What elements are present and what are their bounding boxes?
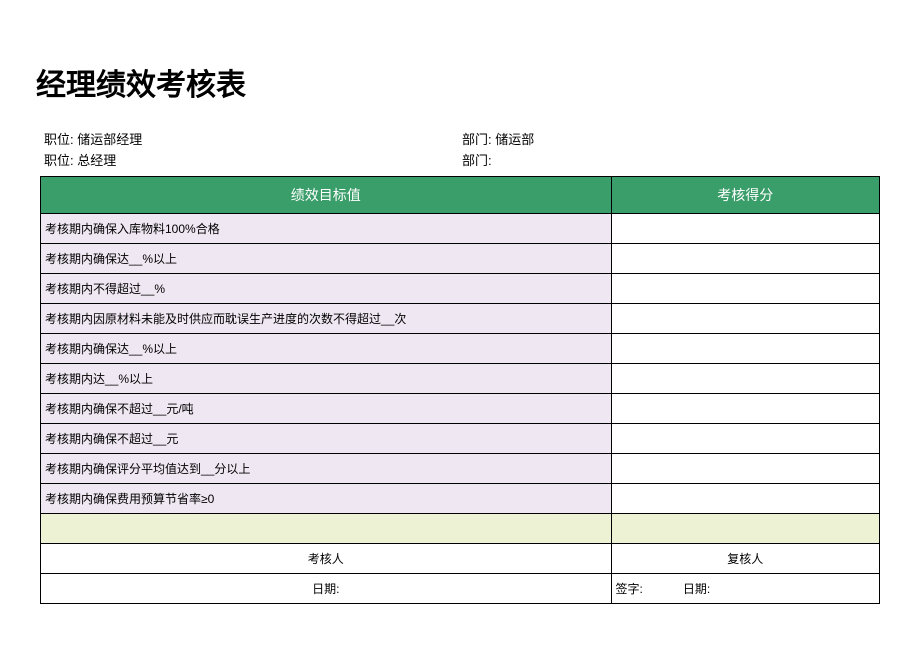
cell-score [611, 423, 879, 453]
table-row: 考核期内不得超过__% [41, 273, 880, 303]
info-dept-2: 部门: [462, 151, 880, 172]
cell-score [611, 243, 879, 273]
footer-row-2: 日期:签字: 日期: [41, 573, 880, 603]
total-target [41, 513, 612, 543]
table-row: 考核期内达__%以上 [41, 363, 880, 393]
cell-target: 考核期内确保评分平均值达到__分以上 [41, 453, 612, 483]
table-row: 考核期内确保达__%以上 [41, 333, 880, 363]
date-left: 日期: [41, 573, 612, 603]
cell-target: 考核期内确保不超过__元 [41, 423, 612, 453]
cell-target: 考核期内达__%以上 [41, 363, 612, 393]
info-row-1: 职位: 储运部经理 部门: 储运部 [40, 130, 880, 151]
sign-date-right: 签字: 日期: [611, 573, 879, 603]
cell-target: 考核期内确保费用预算节省率≥0 [41, 483, 612, 513]
table-row: 考核期内确保不超过__元 [41, 423, 880, 453]
table-row: 考核期内确保入库物料100%合格 [41, 213, 880, 243]
table-row: 考核期内确保评分平均值达到__分以上 [41, 453, 880, 483]
table-row: 考核期内因原材料未能及时供应而耽误生产进度的次数不得超过__次 [41, 303, 880, 333]
cell-target: 考核期内确保达__%以上 [41, 333, 612, 363]
cell-target: 考核期内不得超过__% [41, 273, 612, 303]
dept1-value: 储运部 [495, 132, 534, 147]
col-header-target: 绩效目标值 [41, 176, 612, 213]
cell-score [611, 483, 879, 513]
cell-score [611, 303, 879, 333]
table-row: 考核期内确保不超过__元/吨 [41, 393, 880, 423]
col-header-score: 考核得分 [611, 176, 879, 213]
cell-score [611, 453, 879, 483]
total-score [611, 513, 879, 543]
cell-score [611, 333, 879, 363]
reviewer-label: 复核人 [611, 543, 879, 573]
cell-score [611, 363, 879, 393]
dept2-label: 部门: [462, 153, 492, 168]
cell-target: 考核期内确保不超过__元/吨 [41, 393, 612, 423]
pos2-value: 总经理 [77, 153, 116, 168]
cell-score [611, 213, 879, 243]
pos2-label: 职位: [44, 153, 74, 168]
footer-row-1: 考核人复核人 [41, 543, 880, 573]
cell-score [611, 393, 879, 423]
table-total-row [41, 513, 880, 543]
pos1-label: 职位: [44, 132, 74, 147]
page-content: 经理绩效考核表 职位: 储运部经理 部门: 储运部 职位: 总经理 部门: 绩效… [0, 0, 920, 644]
page-title: 经理绩效考核表 [36, 60, 880, 104]
table-row: 考核期内确保费用预算节省率≥0 [41, 483, 880, 513]
cell-target: 考核期内确保达__%以上 [41, 243, 612, 273]
table-body: 考核期内确保入库物料100%合格考核期内确保达__%以上考核期内不得超过__%考… [41, 213, 880, 603]
info-position-1: 职位: 储运部经理 [44, 130, 462, 151]
examiner-label: 考核人 [41, 543, 612, 573]
table-header-row: 绩效目标值 考核得分 [41, 176, 880, 213]
dept1-label: 部门: [462, 132, 492, 147]
info-dept-1: 部门: 储运部 [462, 130, 880, 151]
assessment-table: 绩效目标值 考核得分 考核期内确保入库物料100%合格考核期内确保达__%以上考… [40, 176, 880, 604]
table-row: 考核期内确保达__%以上 [41, 243, 880, 273]
pos1-value: 储运部经理 [77, 132, 142, 147]
cell-score [611, 273, 879, 303]
info-row-2: 职位: 总经理 部门: [40, 151, 880, 172]
cell-target: 考核期内确保入库物料100%合格 [41, 213, 612, 243]
cell-target: 考核期内因原材料未能及时供应而耽误生产进度的次数不得超过__次 [41, 303, 612, 333]
info-position-2: 职位: 总经理 [44, 151, 462, 172]
